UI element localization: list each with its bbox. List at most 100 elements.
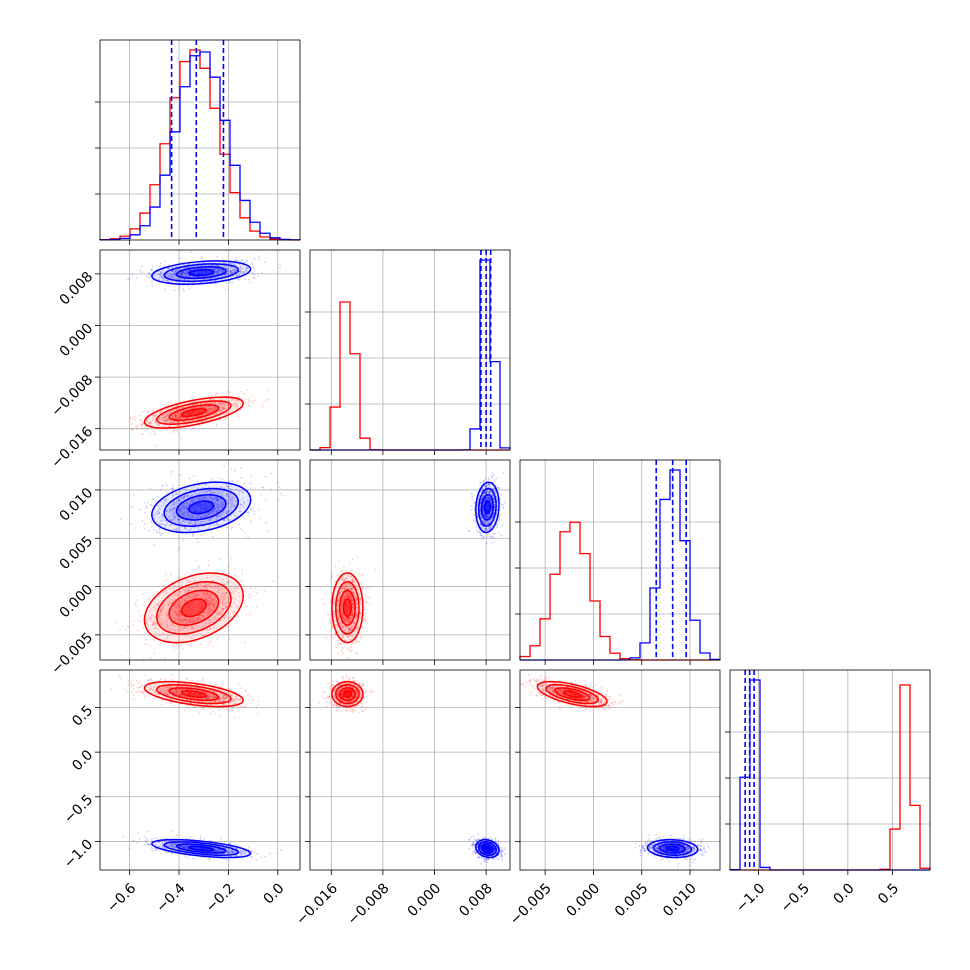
- scatter-point: [223, 407, 226, 410]
- scatter-point: [227, 404, 230, 407]
- scatter-point: [217, 617, 219, 620]
- scatter-point: [214, 270, 217, 273]
- scatter-point: [209, 277, 212, 280]
- scatter-point: [180, 437, 183, 440]
- density-contour: [156, 400, 232, 425]
- scatter-point: [217, 585, 220, 587]
- scatter-point: [158, 528, 161, 531]
- scatter-point: [127, 626, 130, 629]
- scatter-point: [224, 594, 226, 597]
- panel-1-0: [95, 250, 300, 455]
- scatter-point: [146, 414, 149, 416]
- scatter-point: [217, 575, 220, 578]
- scatter-point: [209, 621, 212, 624]
- scatter-point: [238, 523, 241, 525]
- scatter-point: [213, 401, 216, 404]
- scatter-point: [171, 277, 174, 280]
- scatter-point: [184, 266, 187, 269]
- scatter-point: [190, 587, 193, 589]
- scatter-point: [244, 261, 247, 264]
- scatter-point: [207, 560, 210, 562]
- scatter-point: [198, 411, 201, 413]
- scatter-point: [237, 400, 240, 402]
- scatter-point: [201, 272, 203, 275]
- scatter-point: [196, 620, 199, 623]
- scatter-point: [233, 567, 236, 570]
- scatter-point: [186, 271, 189, 273]
- scatter-point: [185, 622, 188, 625]
- scatter-point: [170, 487, 173, 490]
- scatter-point: [177, 498, 180, 501]
- scatter-point: [146, 516, 149, 519]
- scatter-point: [230, 587, 233, 590]
- scatter-point: [253, 273, 256, 276]
- scatter-point: [189, 413, 191, 415]
- scatter-point: [182, 420, 184, 423]
- scatter-point: [210, 602, 213, 605]
- scatter-point: [130, 428, 133, 431]
- scatter-point: [186, 414, 189, 416]
- scatter-point: [226, 270, 229, 273]
- scatter-point: [218, 410, 221, 413]
- scatter-point: [189, 617, 192, 620]
- scatter-point: [219, 620, 222, 623]
- scatter-point: [134, 527, 137, 529]
- scatter-point: [237, 402, 240, 404]
- scatter-point: [135, 277, 138, 279]
- scatter-point: [152, 621, 155, 624]
- scatter-point: [133, 415, 136, 418]
- scatter-point: [364, 612, 367, 615]
- scatter-point: [162, 590, 165, 593]
- scatter-point: [147, 597, 150, 600]
- scatter-point: [246, 259, 249, 262]
- scatter-point: [370, 603, 372, 606]
- scatter-point: [189, 617, 192, 620]
- scatter-point: [184, 589, 187, 592]
- scatter-point: [201, 507, 204, 509]
- scatter-point: [208, 402, 211, 405]
- scatter-point: [238, 270, 241, 273]
- scatter-point: [168, 272, 171, 275]
- scatter-point: [179, 274, 182, 276]
- scatter-point: [211, 408, 214, 410]
- scatter-point: [139, 619, 142, 622]
- scatter-point: [160, 610, 162, 612]
- scatter-point: [136, 428, 139, 431]
- scatter-point: [227, 268, 230, 271]
- scatter-point: [183, 618, 186, 621]
- scatter-point: [178, 272, 181, 274]
- scatter-point: [162, 591, 164, 594]
- scatter-point: [213, 616, 216, 619]
- scatter-point: [191, 592, 194, 595]
- scatter-point: [214, 585, 216, 588]
- scatter-point: [155, 590, 158, 593]
- scatter-point: [198, 603, 201, 606]
- scatter-point: [493, 540, 496, 543]
- scatter-point: [174, 413, 176, 416]
- scatter-point: [188, 612, 191, 614]
- scatter-point: [200, 257, 203, 260]
- scatter-point: [210, 418, 213, 421]
- scatter-point: [144, 523, 146, 526]
- scatter-point: [175, 418, 178, 420]
- scatter-point: [191, 636, 194, 639]
- scatter-point: [189, 607, 191, 610]
- scatter-point: [199, 270, 202, 273]
- scatter-point: [181, 271, 183, 274]
- scatter-point: [248, 405, 251, 407]
- scatter-point: [186, 511, 188, 514]
- scatter-point: [174, 415, 177, 418]
- scatter-point: [197, 403, 200, 405]
- scatter-point: [137, 610, 140, 613]
- scatter-point: [322, 603, 325, 605]
- scatter-point: [191, 586, 194, 588]
- scatter-point: [247, 514, 250, 517]
- scatter-point: [222, 406, 224, 409]
- scatter-point: [249, 595, 252, 598]
- scatter-point: [191, 609, 193, 612]
- scatter-point: [180, 411, 182, 414]
- scatter-point: [180, 272, 183, 275]
- scatter-point: [175, 647, 178, 650]
- scatter-point: [191, 285, 193, 288]
- scatter-point: [206, 592, 209, 594]
